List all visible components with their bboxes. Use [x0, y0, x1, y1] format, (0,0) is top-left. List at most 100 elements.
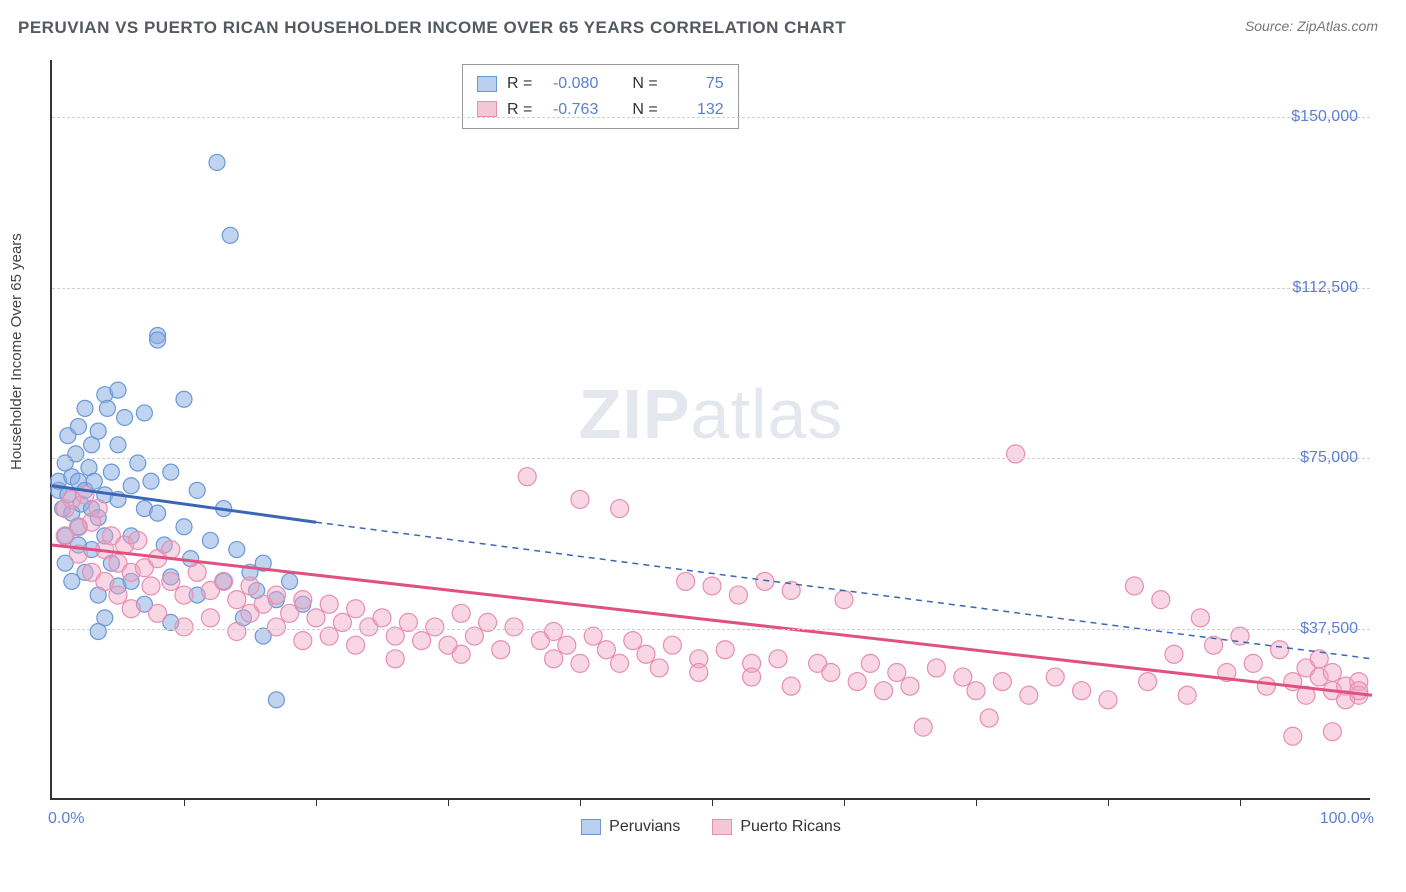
data-point: [545, 650, 563, 668]
data-point: [70, 419, 86, 435]
x-tick: [316, 798, 317, 806]
data-point: [1178, 686, 1196, 704]
data-point: [505, 618, 523, 636]
data-point: [347, 636, 365, 654]
data-point: [130, 455, 146, 471]
data-point: [716, 641, 734, 659]
x-tick: [844, 798, 845, 806]
data-point: [149, 604, 167, 622]
data-point: [228, 623, 246, 641]
gridline: [52, 117, 1370, 118]
legend-swatch: [712, 819, 732, 835]
data-point: [848, 673, 866, 691]
data-point: [267, 586, 285, 604]
data-point: [150, 505, 166, 521]
data-point: [1046, 668, 1064, 686]
y-tick-label: $75,000: [1300, 449, 1358, 467]
data-point: [452, 604, 470, 622]
legend-label: Peruvians: [609, 818, 680, 836]
data-point: [624, 632, 642, 650]
data-point: [888, 663, 906, 681]
data-point: [1284, 727, 1302, 745]
data-point: [176, 519, 192, 535]
data-point: [162, 572, 180, 590]
x-tick: [712, 798, 713, 806]
data-point: [136, 405, 152, 421]
data-point: [1271, 641, 1289, 659]
data-point: [129, 531, 147, 549]
data-point: [386, 650, 404, 668]
data-point: [267, 618, 285, 636]
data-point: [110, 437, 126, 453]
data-point: [222, 227, 238, 243]
data-point: [347, 600, 365, 618]
r-value: -0.080: [542, 71, 598, 97]
data-point: [123, 478, 139, 494]
data-point: [229, 542, 245, 558]
data-point: [163, 464, 179, 480]
data-point: [110, 382, 126, 398]
data-point: [637, 645, 655, 663]
data-point: [122, 600, 140, 618]
n-label: N =: [632, 71, 657, 97]
chart-area: Householder Income Over 65 years ZIPatla…: [0, 50, 1406, 850]
data-point: [1350, 682, 1368, 700]
data-point: [1323, 663, 1341, 681]
x-tick: [976, 798, 977, 806]
legend-row: R =-0.763N =132: [477, 97, 724, 123]
x-tick: [580, 798, 581, 806]
source: Source: ZipAtlas.com: [1245, 18, 1378, 36]
y-tick-label: $112,500: [1292, 279, 1358, 297]
legend-row: R = -0.080 N = 75: [477, 71, 724, 97]
r-value: -0.763: [542, 97, 598, 123]
data-point: [518, 468, 536, 486]
x-tick: [184, 798, 185, 806]
data-point: [993, 673, 1011, 691]
data-point: [142, 577, 160, 595]
data-point: [690, 663, 708, 681]
data-point: [413, 632, 431, 650]
data-point: [901, 677, 919, 695]
data-point: [294, 632, 312, 650]
data-point: [1323, 723, 1341, 741]
data-point: [545, 623, 563, 641]
data-point: [861, 654, 879, 672]
y-axis-label: Householder Income Over 65 years: [8, 233, 25, 470]
data-point: [188, 563, 206, 581]
data-point: [175, 618, 193, 636]
data-point: [241, 577, 259, 595]
data-point: [1139, 673, 1157, 691]
data-point: [176, 391, 192, 407]
data-point: [90, 624, 106, 640]
data-point: [373, 609, 391, 627]
legend-item: Peruvians: [581, 818, 680, 836]
data-point: [571, 490, 589, 508]
data-point: [822, 663, 840, 681]
data-point: [268, 692, 284, 708]
data-point: [927, 659, 945, 677]
gridline: [52, 288, 1370, 289]
data-point: [282, 573, 298, 589]
data-point: [452, 645, 470, 663]
data-point: [201, 609, 219, 627]
data-point: [117, 409, 133, 425]
data-point: [89, 500, 107, 518]
data-point: [769, 650, 787, 668]
data-point: [1191, 609, 1209, 627]
data-point: [914, 718, 932, 736]
source-name: ZipAtlas.com: [1297, 18, 1378, 34]
n-label: N =: [632, 97, 657, 123]
data-point: [143, 473, 159, 489]
data-point: [980, 709, 998, 727]
data-point: [281, 604, 299, 622]
x-tick: [448, 798, 449, 806]
n-value: 132: [668, 97, 724, 123]
gridline: [52, 629, 1370, 630]
n-value: 75: [668, 71, 724, 97]
data-point: [835, 591, 853, 609]
data-point: [209, 154, 225, 170]
data-point: [1073, 682, 1091, 700]
r-label: R =: [507, 71, 532, 97]
data-point: [743, 668, 761, 686]
y-tick-label: $37,500: [1300, 620, 1358, 638]
